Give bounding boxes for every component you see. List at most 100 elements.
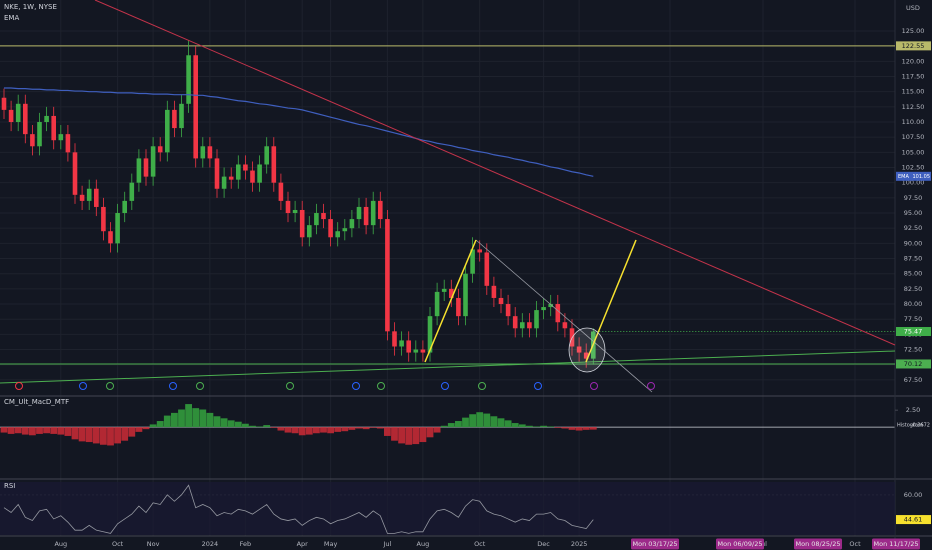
candle-body bbox=[562, 322, 568, 329]
candle-body bbox=[150, 146, 156, 177]
histogram-bar bbox=[533, 426, 540, 428]
drawing-line bbox=[424, 239, 477, 363]
candle-body bbox=[534, 310, 539, 329]
y-tick-label: 105.00 bbox=[902, 148, 925, 156]
x-tick-label: 2025 bbox=[571, 540, 588, 548]
candle-body bbox=[399, 340, 404, 347]
histogram-bar bbox=[43, 427, 50, 434]
candle-body bbox=[23, 103, 28, 135]
histogram-bar bbox=[36, 427, 43, 434]
histogram-bar bbox=[440, 425, 448, 428]
histogram-bar bbox=[518, 424, 526, 428]
histogram-bar bbox=[305, 427, 313, 435]
histogram-tag-value: -0.3672 bbox=[911, 423, 930, 429]
candle-body bbox=[292, 209, 298, 214]
histogram-bar bbox=[348, 427, 356, 430]
histogram-bar bbox=[384, 427, 391, 436]
x-tick-label: Aug bbox=[54, 540, 67, 548]
candle-body bbox=[463, 273, 468, 317]
histogram-bar bbox=[327, 427, 334, 434]
x-tick-label: Jul bbox=[382, 540, 391, 548]
histogram-bar bbox=[142, 427, 150, 430]
y-tick-label: 107.50 bbox=[902, 133, 925, 141]
histogram-bar bbox=[21, 427, 29, 435]
histogram-bar bbox=[455, 421, 462, 428]
candle-body bbox=[548, 304, 553, 308]
candle-body bbox=[555, 304, 561, 323]
histogram-bar bbox=[447, 423, 455, 428]
histogram-bar bbox=[128, 427, 136, 437]
histogram-bar bbox=[426, 427, 434, 438]
candle-body bbox=[236, 164, 241, 180]
candle-body bbox=[207, 146, 213, 159]
price-tag-label: 122.55 bbox=[902, 42, 925, 50]
date-label: Mon 06/09/25 bbox=[718, 540, 763, 548]
drawing-line bbox=[585, 239, 637, 363]
y-tick-label: 115.00 bbox=[902, 88, 925, 96]
event-markers bbox=[15, 382, 655, 390]
candle-body bbox=[101, 206, 106, 232]
candle-body bbox=[356, 206, 362, 220]
y-tick-label: 112.50 bbox=[902, 103, 925, 111]
rsi-tag bbox=[896, 515, 931, 525]
ema-tag-name: EMA bbox=[898, 174, 909, 180]
y-tick-label: 110.00 bbox=[902, 118, 925, 126]
x-tick-label: Aug bbox=[417, 540, 430, 548]
x-tick-label: 2024 bbox=[202, 540, 219, 548]
date-tag bbox=[872, 538, 920, 550]
histogram-bar bbox=[227, 420, 235, 428]
histogram-bar bbox=[490, 416, 498, 428]
y-tick-label: 102.50 bbox=[902, 164, 925, 172]
histogram-bar bbox=[178, 409, 185, 428]
candle-body bbox=[427, 316, 433, 353]
candle-body bbox=[321, 213, 326, 220]
last-price-label: 75.47 bbox=[904, 328, 923, 336]
candle-body bbox=[278, 182, 284, 201]
x-tick-label: Feb bbox=[240, 540, 252, 548]
histogram-bar bbox=[284, 427, 292, 433]
candle-body bbox=[477, 249, 482, 253]
histogram-bar bbox=[213, 416, 221, 428]
candle-body bbox=[335, 231, 340, 238]
candle-body bbox=[157, 146, 163, 153]
candle-body bbox=[484, 252, 490, 286]
histogram-bar bbox=[242, 423, 249, 428]
histogram-bar bbox=[341, 427, 349, 432]
candle-body bbox=[250, 170, 255, 183]
candle-body bbox=[143, 158, 149, 177]
highlight-circle bbox=[568, 327, 606, 373]
date-label: Mon 08/25/25 bbox=[796, 540, 841, 548]
candle-body bbox=[413, 349, 419, 353]
macd-title: CM_Ult_MacD_MTF bbox=[4, 398, 69, 406]
x-tick-label: Oct bbox=[474, 540, 486, 548]
y-tick-label: 2.50 bbox=[906, 406, 920, 414]
histogram-bar bbox=[476, 412, 484, 428]
histogram-bar bbox=[256, 426, 263, 428]
candle-body bbox=[456, 297, 461, 317]
histogram-bar bbox=[291, 427, 299, 434]
histogram-bar bbox=[107, 427, 114, 446]
candle-body bbox=[193, 55, 198, 159]
rsi-band bbox=[0, 482, 895, 535]
histogram-bar bbox=[412, 427, 420, 445]
candle-body bbox=[363, 206, 369, 226]
price-tag bbox=[896, 359, 931, 369]
histogram-bar bbox=[554, 427, 562, 428]
histogram-bar bbox=[135, 427, 143, 432]
candle-body bbox=[58, 134, 64, 141]
candle-body bbox=[115, 213, 120, 244]
candle-body bbox=[307, 225, 312, 238]
histogram-bar bbox=[497, 418, 505, 428]
histogram-bar bbox=[171, 412, 178, 428]
candle-body bbox=[520, 322, 525, 329]
candle-body bbox=[576, 346, 582, 353]
candle-body bbox=[122, 200, 127, 214]
y-tick-label: 67.50 bbox=[904, 376, 923, 384]
histogram-bar bbox=[85, 427, 93, 443]
y-tick-label: 80.00 bbox=[904, 300, 923, 308]
event-marker bbox=[286, 382, 294, 390]
histogram-bar bbox=[249, 425, 256, 428]
histogram-bar bbox=[185, 404, 192, 428]
histogram-bar bbox=[7, 427, 15, 434]
event-marker bbox=[647, 382, 655, 390]
